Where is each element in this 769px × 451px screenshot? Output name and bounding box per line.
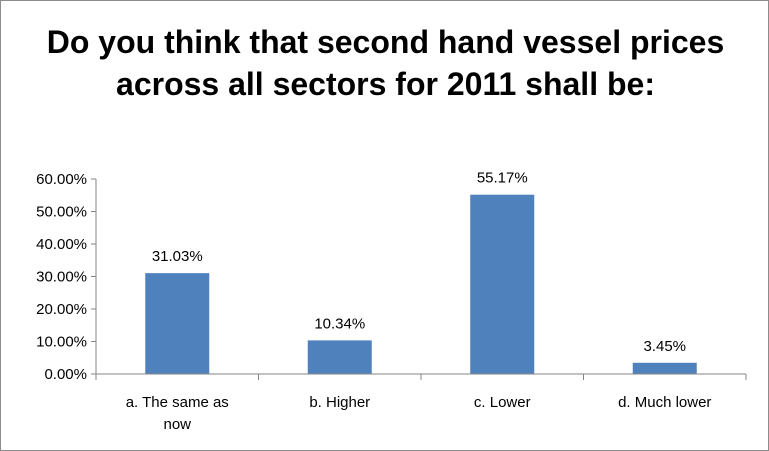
bar	[470, 194, 535, 374]
bar	[632, 362, 697, 374]
x-tick-label: c. Lower	[474, 394, 531, 411]
data-label: 3.45%	[643, 338, 686, 355]
y-tick-label: 30.00%	[36, 269, 87, 286]
data-label: 10.34%	[314, 315, 365, 332]
bar	[145, 273, 210, 374]
y-tick-label: 20.00%	[36, 301, 87, 318]
y-tick-label: 50.00%	[36, 204, 87, 221]
y-tick-label: 0.00%	[44, 366, 87, 383]
y-axis: 0.00% 10.00% 20.00% 30.00% 40.00% 50.00% 60.00…	[36, 171, 97, 383]
x-axis: a. The same as now b. Higher c. Lower d. Muc…	[95, 373, 747, 433]
y-tick-label: 40.00%	[36, 236, 87, 253]
x-tick-label: a. The same as now	[126, 394, 229, 433]
x-tick-label: d. Much lower	[618, 394, 711, 411]
data-label: 31.03%	[152, 248, 203, 265]
bars: 31.03% 10.34% 55.17% 3.45%	[145, 170, 697, 374]
y-tick-label: 10.00%	[36, 334, 87, 351]
bar	[307, 340, 372, 374]
x-tick-label: b. Higher	[309, 394, 370, 411]
data-label: 55.17%	[477, 170, 528, 187]
y-tick-label: 60.00%	[36, 171, 87, 188]
chart-title: Do you think that second hand vessel pri…	[46, 24, 725, 102]
